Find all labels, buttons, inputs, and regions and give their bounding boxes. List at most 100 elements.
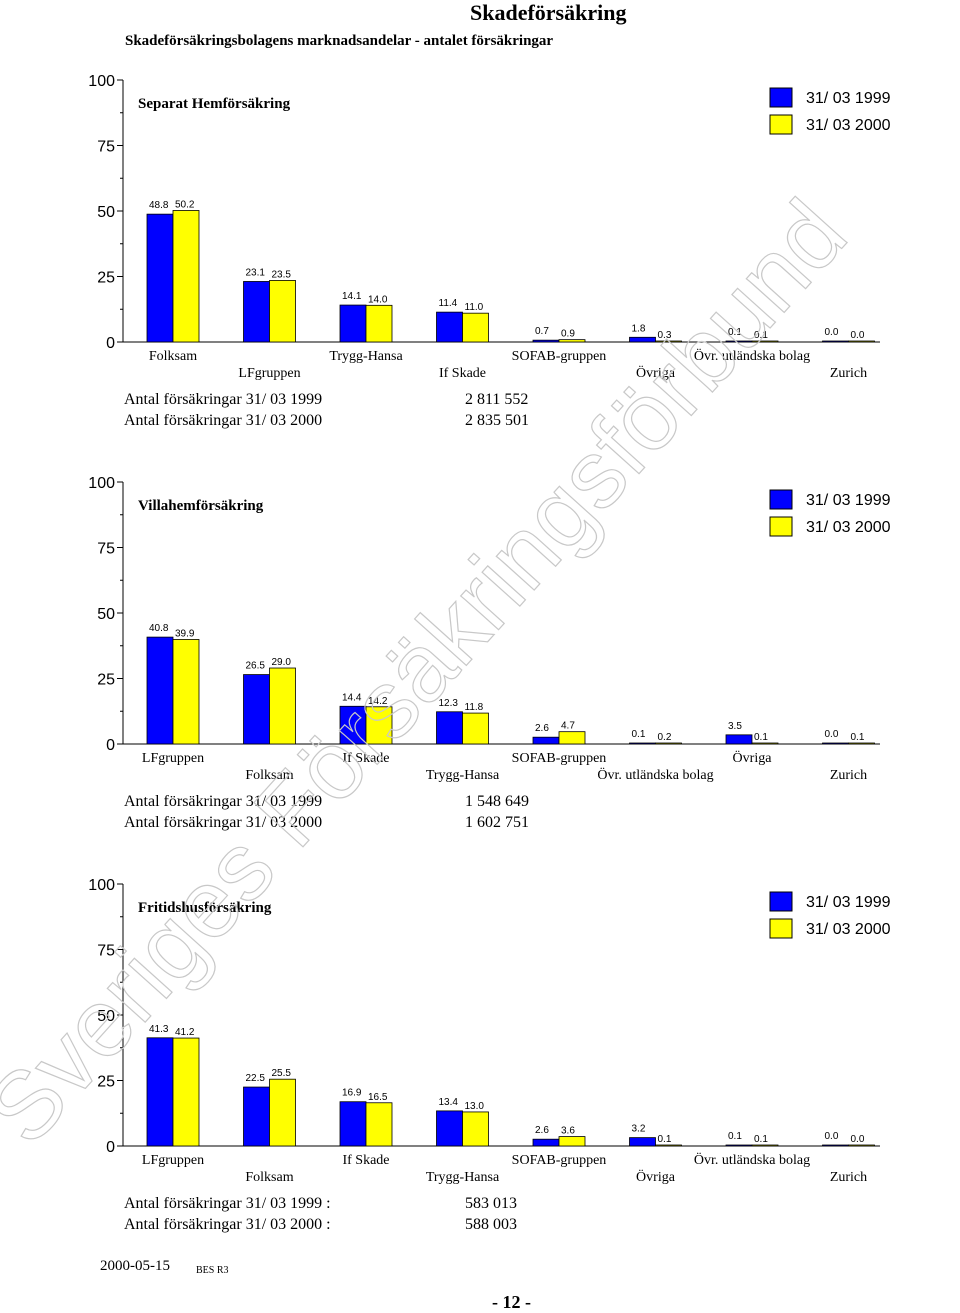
category-label: Folksam — [149, 349, 197, 364]
data-label: 16.5 — [368, 1092, 388, 1103]
bar — [629, 336, 656, 343]
bar — [558, 1136, 586, 1147]
data-label: 0.0 — [851, 1134, 865, 1145]
category-label: Zurich — [830, 366, 867, 381]
page-title: Skadeförsäkring — [470, 0, 627, 25]
data-label: 0.1 — [754, 330, 768, 341]
bar — [172, 210, 200, 343]
legend-label: 31/ 03 1999 — [806, 90, 891, 107]
data-label: 14.0 — [368, 294, 388, 305]
data-label: 1.8 — [632, 323, 646, 334]
data-label: 22.5 — [246, 1073, 266, 1084]
chart-svg: 0 25 50 75 100 Fritidshusförsäkring 31/ 03 199… — [88, 877, 890, 1233]
data-label: 3.6 — [561, 1126, 575, 1137]
category-label: Zurich — [830, 768, 867, 783]
data-label: 0.1 — [851, 732, 865, 743]
y-tick-label: 25 — [97, 270, 115, 287]
data-label: 0.0 — [825, 729, 839, 740]
y-tick-label: 75 — [97, 541, 115, 558]
data-label: 2.6 — [535, 1125, 549, 1136]
totals-value: 1 602 751 — [465, 814, 529, 831]
bar — [339, 1101, 367, 1147]
y-tick-label: 50 — [97, 204, 115, 221]
category-label: SOFAB-gruppen — [512, 751, 607, 766]
page-subtitle: Skadeförsäkringsbolagens marknadsandelar… — [125, 33, 554, 49]
data-label: 48.8 — [149, 200, 169, 211]
y-tick-label: 50 — [97, 1008, 115, 1025]
totals-label: Antal försäkringar 31/ 03 1999 — [124, 391, 322, 408]
bar — [822, 340, 849, 343]
data-label: 0.1 — [754, 732, 768, 743]
bar — [146, 213, 174, 343]
totals-value: 588 003 — [465, 1216, 517, 1233]
data-label: 2.6 — [535, 723, 549, 734]
chart-panel-villahemforsakring: 0 25 50 75 100 Villahemförsäkring 31/ 03 1999 3… — [0, 462, 960, 842]
bar — [532, 1138, 560, 1147]
category-label: Övriga — [733, 749, 773, 766]
data-label: 13.4 — [439, 1097, 459, 1108]
data-label: 14.4 — [342, 692, 362, 703]
data-label: 39.9 — [175, 628, 195, 639]
data-label: 0.1 — [728, 327, 742, 338]
page-number: - 12 - — [492, 1292, 531, 1312]
bar — [436, 1110, 463, 1147]
data-label: 0.1 — [632, 729, 646, 740]
bar — [146, 1037, 174, 1147]
data-label: 0.1 — [754, 1134, 768, 1145]
data-label: 14.1 — [342, 291, 362, 302]
bar — [172, 1037, 200, 1147]
category-label: SOFAB-gruppen — [512, 349, 607, 364]
bar — [725, 1144, 753, 1147]
data-label: 41.3 — [149, 1024, 169, 1035]
chart-panel-hemforsakring: 0 25 50 75 100 Separat Hemförsäkring 31/ 03 19… — [0, 60, 960, 440]
data-label: 12.3 — [439, 698, 459, 709]
y-tick-label: 0 — [106, 737, 115, 754]
data-label: 0.3 — [658, 330, 672, 341]
data-label: 11.8 — [465, 702, 484, 713]
bar — [532, 339, 560, 343]
chart-svg: 0 25 50 75 100 Villahemförsäkring 31/ 03 1999 3… — [88, 475, 891, 831]
category-label: Zurich — [830, 1170, 867, 1185]
legend-swatch — [769, 114, 793, 135]
bar — [462, 1111, 489, 1147]
category-label: Trygg-Hansa — [426, 768, 500, 783]
data-label: 0.1 — [658, 1134, 672, 1145]
bar — [655, 1144, 682, 1147]
bar — [751, 1144, 779, 1147]
legend-swatch — [769, 516, 793, 537]
bar — [655, 340, 682, 343]
legend-label: 31/ 03 2000 — [806, 117, 891, 134]
category-label: Övriga — [636, 364, 676, 381]
totals-value: 2 835 501 — [465, 412, 529, 429]
bar — [436, 711, 463, 745]
legend-swatch — [769, 489, 793, 510]
bar — [365, 304, 393, 343]
bar — [269, 1078, 296, 1147]
bar — [172, 639, 200, 745]
bar — [243, 674, 270, 745]
chart-title: Villahemförsäkring — [138, 498, 264, 514]
totals-label: Antal försäkringar 31/ 03 2000 — [124, 412, 322, 429]
y-tick-label: 0 — [106, 1139, 115, 1156]
bar — [655, 742, 682, 745]
totals-value: 1 548 649 — [465, 793, 529, 810]
chart-panel-fritidshusforsakring: 0 25 50 75 100 Fritidshusförsäkring 31/ 03 199… — [0, 864, 960, 1244]
category-label: If Skade — [342, 1153, 389, 1168]
y-tick-label: 100 — [88, 877, 115, 894]
legend-swatch — [769, 918, 793, 939]
y-tick-label: 25 — [97, 672, 115, 689]
legend-label: 31/ 03 2000 — [806, 519, 891, 536]
data-label: 25.5 — [272, 1068, 292, 1079]
data-label: 16.9 — [342, 1088, 362, 1099]
y-tick-label: 100 — [88, 73, 115, 90]
bar — [462, 712, 489, 745]
category-label: LFgruppen — [238, 366, 300, 381]
y-tick-label: 75 — [97, 943, 115, 960]
bar — [822, 742, 849, 745]
data-label: 0.1 — [728, 1131, 742, 1142]
data-label: 29.0 — [272, 657, 292, 668]
data-label: 11.0 — [465, 302, 484, 313]
data-label: 50.2 — [175, 199, 195, 210]
footer-code: BES R3 — [196, 1265, 229, 1276]
data-label: 11.4 — [439, 298, 458, 309]
